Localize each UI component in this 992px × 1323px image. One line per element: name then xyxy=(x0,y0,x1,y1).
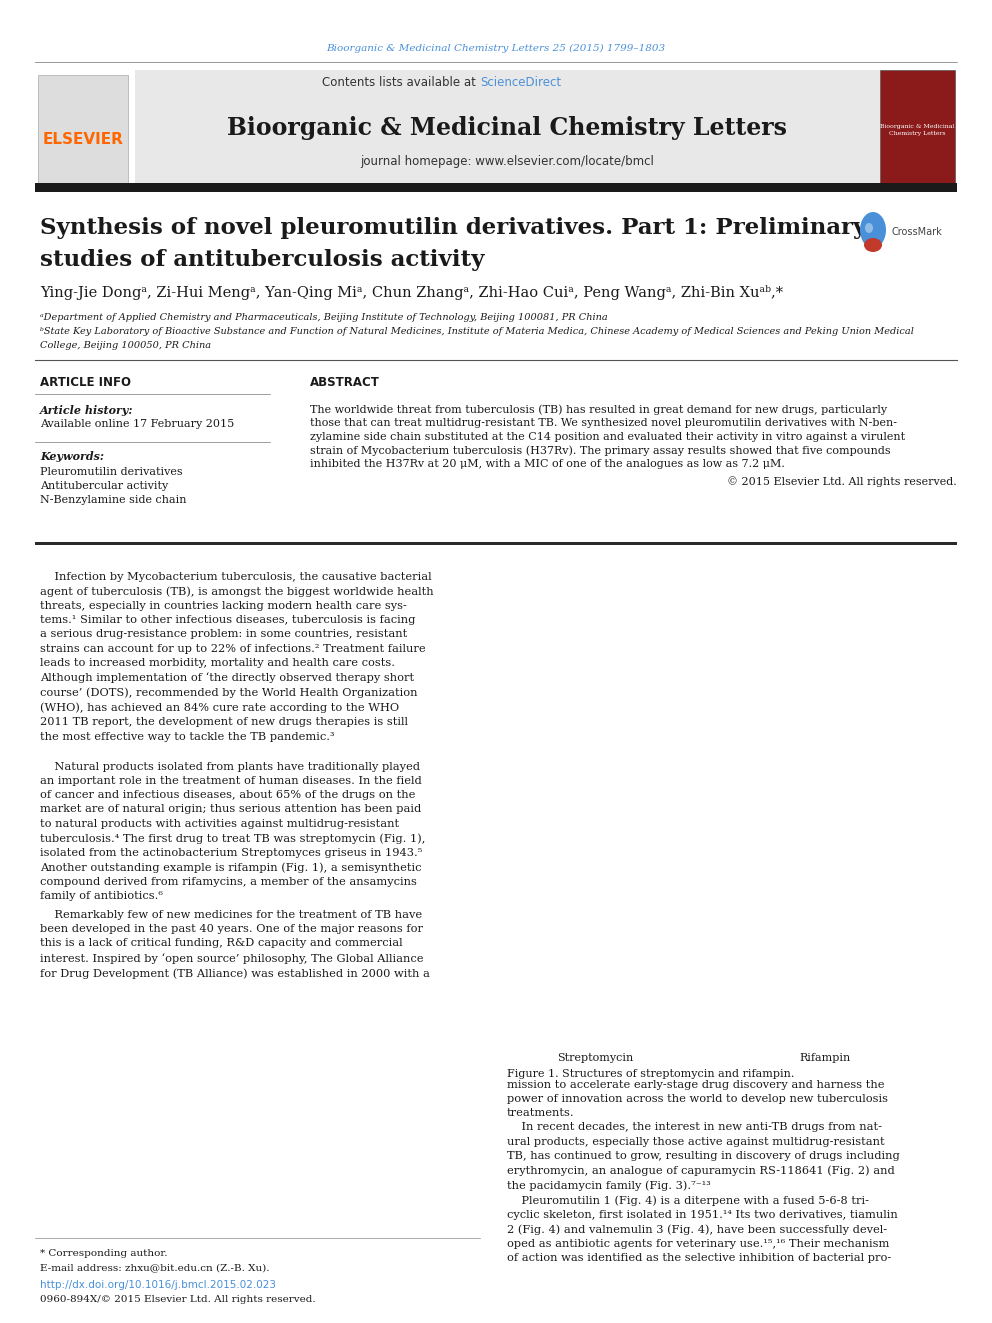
Bar xyxy=(880,70,955,185)
Text: inhibited the H37Rv at 20 μM, with a MIC of one of the analogues as low as 7.2 μ: inhibited the H37Rv at 20 μM, with a MIC… xyxy=(310,459,785,468)
Text: ELSEVIER: ELSEVIER xyxy=(43,132,123,147)
Text: Available online 17 February 2015: Available online 17 February 2015 xyxy=(40,419,234,429)
Text: 0960-894X/© 2015 Elsevier Ltd. All rights reserved.: 0960-894X/© 2015 Elsevier Ltd. All right… xyxy=(40,1294,315,1303)
Text: those that can treat multidrug-resistant TB. We synthesized novel pleuromutilin : those that can treat multidrug-resistant… xyxy=(310,418,897,429)
Bar xyxy=(35,183,957,192)
Text: The worldwide threat from tuberculosis (TB) has resulted in great demand for new: The worldwide threat from tuberculosis (… xyxy=(310,405,887,415)
Text: Infection by Mycobacterium tuberculosis, the causative bacterial
agent of tuberc: Infection by Mycobacterium tuberculosis,… xyxy=(40,572,434,741)
Text: CrossMark: CrossMark xyxy=(891,228,941,237)
Text: Article history:: Article history: xyxy=(40,405,134,415)
Text: Streptomycin: Streptomycin xyxy=(557,1053,633,1062)
Text: Remarkably few of new medicines for the treatment of TB have
been developed in t: Remarkably few of new medicines for the … xyxy=(40,910,430,979)
Text: ABSTRACT: ABSTRACT xyxy=(310,377,380,389)
Text: Bioorganic & Medicinal Chemistry Letters 25 (2015) 1799–1803: Bioorganic & Medicinal Chemistry Letters… xyxy=(326,44,666,53)
Text: mission to accelerate early-stage drug discovery and harness the
power of innova: mission to accelerate early-stage drug d… xyxy=(507,1080,900,1263)
Text: ARTICLE INFO: ARTICLE INFO xyxy=(40,377,131,389)
Bar xyxy=(38,75,128,185)
Text: zylamine side chain substituted at the C14 position and evaluated their activity: zylamine side chain substituted at the C… xyxy=(310,433,905,442)
Ellipse shape xyxy=(864,238,882,251)
Text: College, Beijing 100050, PR China: College, Beijing 100050, PR China xyxy=(40,340,211,349)
Text: Antitubercular activity: Antitubercular activity xyxy=(40,482,169,491)
Text: http://dx.doi.org/10.1016/j.bmcl.2015.02.023: http://dx.doi.org/10.1016/j.bmcl.2015.02… xyxy=(40,1279,276,1290)
Text: ᵃDepartment of Applied Chemistry and Pharmaceuticals, Beijing Institute of Techn: ᵃDepartment of Applied Chemistry and Pha… xyxy=(40,314,608,323)
Text: N-Benzylamine side chain: N-Benzylamine side chain xyxy=(40,495,186,505)
Text: E-mail address: zhxu@bit.edu.cn (Z.-B. Xu).: E-mail address: zhxu@bit.edu.cn (Z.-B. X… xyxy=(40,1263,270,1273)
Text: Synthesis of novel pleuromutilin derivatives. Part 1: Preliminary: Synthesis of novel pleuromutilin derivat… xyxy=(40,217,866,239)
Text: Natural products isolated from plants have traditionally played
an important rol: Natural products isolated from plants ha… xyxy=(40,762,426,901)
Text: * Corresponding author.: * Corresponding author. xyxy=(40,1249,168,1258)
Text: © 2015 Elsevier Ltd. All rights reserved.: © 2015 Elsevier Ltd. All rights reserved… xyxy=(727,476,957,487)
Text: Bioorganic & Medicinal
Chemistry Letters: Bioorganic & Medicinal Chemistry Letters xyxy=(880,124,954,135)
Ellipse shape xyxy=(865,224,873,233)
Bar xyxy=(135,70,880,185)
Text: Keywords:: Keywords: xyxy=(40,451,104,463)
Text: Figure 1. Structures of streptomycin and rifampin.: Figure 1. Structures of streptomycin and… xyxy=(507,1069,795,1080)
Text: strain of Mycobacterium tuberculosis (H37Rv). The primary assay results showed t: strain of Mycobacterium tuberculosis (H3… xyxy=(310,446,891,456)
Text: Rifampin: Rifampin xyxy=(800,1053,850,1062)
Bar xyxy=(35,542,957,545)
Text: Bioorganic & Medicinal Chemistry Letters: Bioorganic & Medicinal Chemistry Letters xyxy=(227,116,787,140)
Text: ScienceDirect: ScienceDirect xyxy=(480,75,561,89)
Text: journal homepage: www.elsevier.com/locate/bmcl: journal homepage: www.elsevier.com/locat… xyxy=(360,156,654,168)
Text: Contents lists available at: Contents lists available at xyxy=(322,75,480,89)
Text: ᵇState Key Laboratory of Bioactive Substance and Function of Natural Medicines, : ᵇState Key Laboratory of Bioactive Subst… xyxy=(40,328,914,336)
Text: Ying-Jie Dongᵃ, Zi-Hui Mengᵃ, Yan-Qing Miᵃ, Chun Zhangᵃ, Zhi-Hao Cuiᵃ, Peng Wang: Ying-Jie Dongᵃ, Zi-Hui Mengᵃ, Yan-Qing M… xyxy=(40,286,783,300)
Text: studies of antituberculosis activity: studies of antituberculosis activity xyxy=(40,249,484,271)
Text: Pleuromutilin derivatives: Pleuromutilin derivatives xyxy=(40,467,183,478)
Ellipse shape xyxy=(860,212,886,247)
